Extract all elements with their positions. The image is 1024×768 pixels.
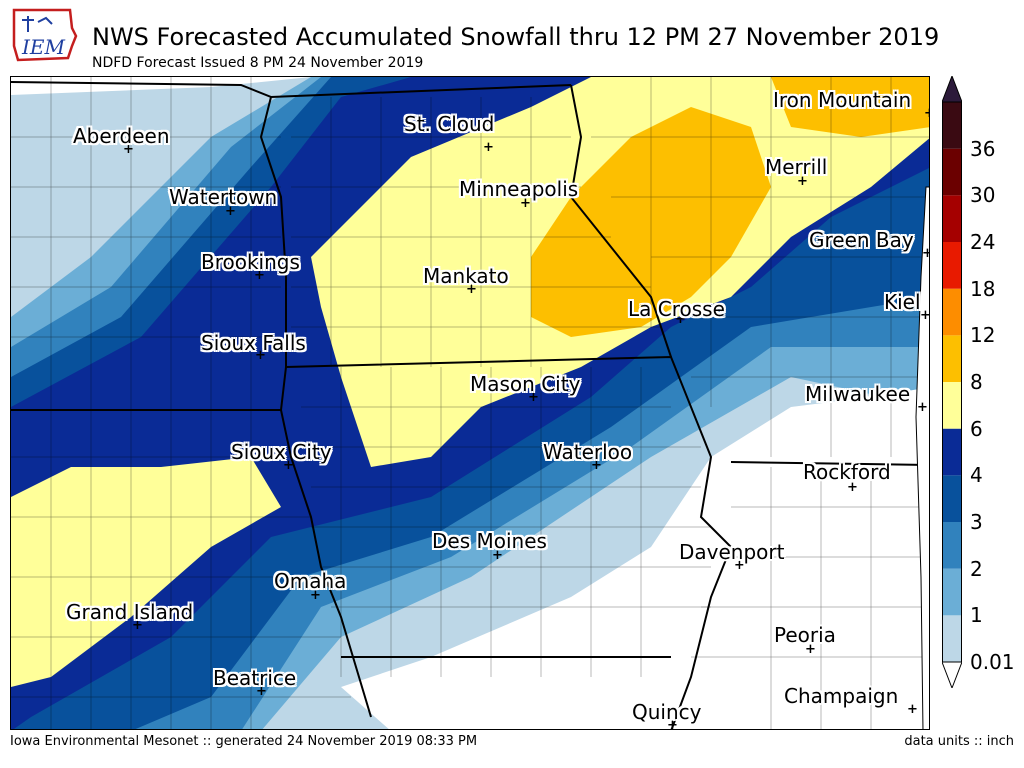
- colorbar-tick-label: 24: [970, 230, 996, 254]
- city-marker: +: [132, 618, 143, 633]
- city-label-brookings: Brookings: [201, 250, 300, 274]
- snowfall-map-canvas: [11, 77, 929, 729]
- city-marker: +: [492, 548, 503, 563]
- colorbar-canvas: [941, 74, 963, 690]
- colorbar: [941, 74, 963, 690]
- city-label-green-bay: Green Bay: [809, 228, 914, 252]
- colorbar-tick-label: 30: [970, 183, 996, 208]
- svg-text:IEM: IEM: [21, 35, 66, 59]
- colorbar-extend-min: [941, 661, 963, 690]
- colorbar-segment: [942, 522, 962, 569]
- page-title: NWS Forecasted Accumulated Snowfall thru…: [92, 23, 940, 51]
- city-marker: +: [734, 558, 745, 573]
- city-marker: +: [675, 312, 686, 327]
- colorbar-segment: [942, 475, 962, 522]
- colorbar-segment: [942, 102, 962, 149]
- city-label-la-crosse: La Crosse: [628, 297, 725, 321]
- city-marker: +: [907, 702, 918, 717]
- colorbar-tick-label: 3: [970, 510, 983, 534]
- city-label-grand-island: Grand Island: [66, 600, 194, 624]
- colorbar-segment: [942, 615, 962, 662]
- footer-units: data units :: inch: [904, 734, 1014, 749]
- colorbar-segment: [942, 242, 962, 289]
- city-marker: +: [520, 196, 531, 211]
- city-marker: +: [254, 268, 265, 283]
- city-marker: +: [283, 458, 294, 473]
- colorbar-segment: [942, 382, 962, 429]
- city-marker: +: [466, 282, 477, 297]
- colorbar-segment: [942, 568, 962, 616]
- city-marker: +: [256, 684, 267, 699]
- colorbar-segment: [942, 335, 962, 382]
- iem-logo: IEM: [8, 6, 78, 66]
- band-8-ne: [771, 77, 929, 137]
- city-label-des-moines: Des Moines: [432, 529, 547, 553]
- city-marker: +: [922, 247, 929, 260]
- city-label-kiel: Kiel: [884, 290, 921, 314]
- city-label-minneapolis: Minneapolis: [459, 177, 579, 201]
- city-label-sioux-city: Sioux City: [231, 440, 332, 464]
- band-6-west: [11, 457, 281, 687]
- city-marker: +: [805, 642, 816, 657]
- county-lines: [11, 77, 929, 729]
- colorbar-tick-label: 1: [970, 603, 983, 628]
- city-label-merrill: Merrill: [765, 155, 828, 179]
- city-marker: +: [847, 480, 858, 495]
- city-marker: +: [667, 718, 678, 730]
- city-label-aberdeen: Aberdeen: [73, 124, 170, 148]
- city-marker: +: [797, 174, 808, 189]
- city-marker: +: [528, 390, 539, 405]
- lake-michigan: [915, 186, 929, 729]
- colorbar-extend-max: [941, 74, 963, 103]
- colorbar-tick-label: 4: [970, 463, 983, 488]
- city-label-waterloo: Waterloo: [543, 440, 633, 464]
- city-label-mankato: Mankato: [423, 264, 509, 288]
- city-marker: +: [255, 348, 266, 363]
- city-label-rockford: Rockford: [803, 460, 891, 484]
- city-label-milwaukee: Milwaukee: [805, 382, 911, 406]
- city-marker: +: [917, 400, 928, 415]
- city-label-sioux-falls: Sioux Falls: [201, 331, 306, 355]
- city-label-watertown: Watertown: [169, 185, 278, 209]
- colorbar-tick-label: 36: [970, 136, 996, 161]
- city-marker: +: [123, 142, 134, 157]
- city-label-quincy: Quincy: [632, 700, 702, 724]
- colorbar-segment: [942, 195, 962, 242]
- colorbar-tick-label: 18: [970, 276, 996, 301]
- colorbar-tick-label: 6: [970, 416, 983, 441]
- city-label-champaign: Champaign: [784, 684, 899, 708]
- city-label-mason-city: Mason City: [470, 372, 581, 396]
- state-borders: [11, 81, 929, 729]
- city-label-davenport: Davenport: [679, 540, 785, 564]
- city-marker: +: [920, 308, 930, 323]
- band-none-se: [341, 387, 929, 729]
- city-label-beatrice: Beatrice: [213, 666, 297, 690]
- footer-credit: Iowa Environmental Mesonet :: generated …: [10, 734, 478, 749]
- colorbar-tick-label: 12: [970, 323, 996, 348]
- city-marker: +: [310, 588, 321, 603]
- city-label-iron-mountain: Iron Mountain: [773, 88, 912, 112]
- city-marker: +: [924, 107, 929, 120]
- city-marker: +: [483, 140, 494, 155]
- colorbar-segment: [942, 288, 962, 336]
- colorbar-segment: [942, 428, 962, 476]
- colorbar-tick-label: 0.01: [970, 650, 1015, 674]
- page-subtitle: NDFD Forecast Issued 8 PM 24 November 20…: [92, 55, 424, 71]
- city-marker: +: [225, 204, 236, 219]
- snowfall-map: + Aberdeen + St. Cloud + Iron Mountain +…: [10, 76, 930, 730]
- colorbar-segment: [942, 148, 962, 196]
- colorbar-tick-label: 8: [970, 370, 983, 394]
- city-label-peoria: Peoria: [774, 623, 836, 647]
- city-label-st-cloud: St. Cloud: [404, 112, 495, 136]
- colorbar-tick-label: 2: [970, 556, 983, 581]
- city-label-omaha: Omaha: [274, 569, 347, 593]
- city-marker: +: [591, 458, 602, 473]
